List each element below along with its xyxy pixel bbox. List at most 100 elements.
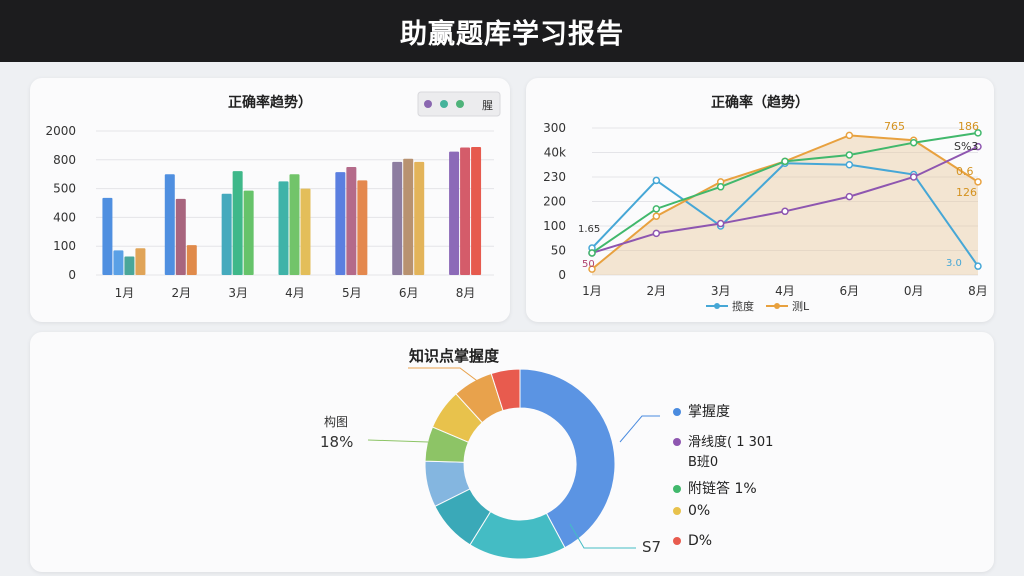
bar xyxy=(164,174,175,275)
pie-chart-card: 知识点掌握度 构图 18% S7 掌握度 滑线度( 1 301 B班0 附链答 1% 0… xyxy=(30,332,994,572)
annotation-label: 186 xyxy=(958,120,979,133)
pie-bottom-label: S7 xyxy=(642,538,661,556)
x-tick-label: 6月 xyxy=(840,284,860,298)
legend-dot xyxy=(673,408,681,416)
bar xyxy=(186,245,197,275)
y-tick-label: 800 xyxy=(53,153,76,167)
series-point xyxy=(974,142,982,151)
series-point xyxy=(716,219,725,228)
y-tick-label: 100 xyxy=(543,219,566,233)
legend-dot xyxy=(424,100,432,108)
series-point xyxy=(781,207,789,216)
annotation-label: S%3 xyxy=(954,140,978,153)
bar xyxy=(124,256,135,275)
bar xyxy=(221,193,232,275)
series-point xyxy=(716,183,725,191)
line-chart-title: 正确率（趋势） xyxy=(711,94,809,111)
x-tick-label: 0月 xyxy=(904,284,924,298)
y-tick-label: 200 xyxy=(543,195,566,209)
series-point xyxy=(909,138,918,147)
bar xyxy=(102,197,113,275)
bar xyxy=(471,147,482,275)
legend-dot xyxy=(673,438,681,446)
y-tick-label: 100 xyxy=(53,239,76,253)
bar xyxy=(278,181,289,275)
y-tick-label: 0 xyxy=(558,268,566,282)
bar-legend-label: 腥 xyxy=(482,99,493,112)
leader-line xyxy=(408,367,493,393)
bar xyxy=(449,151,460,275)
leader-line xyxy=(569,523,636,549)
series-point xyxy=(974,178,982,186)
bar xyxy=(335,172,346,275)
series-point xyxy=(652,229,661,238)
series-point xyxy=(845,131,854,140)
y-tick-label: 0 xyxy=(68,268,76,282)
x-tick-label: 1月 xyxy=(582,284,602,298)
y-tick-label: 40k xyxy=(544,146,566,160)
bar-chart-card: 正确率趋势） 腥 2000 800 500 400 100 0 1月 2月 3月 4月 5月 6月 8… xyxy=(30,78,510,322)
series-point xyxy=(652,205,661,213)
bar xyxy=(300,188,311,275)
pie-left-percent: 18% xyxy=(320,433,353,451)
legend-dot xyxy=(673,537,681,545)
bar xyxy=(113,250,124,275)
annotation-label: 126 xyxy=(956,186,977,199)
bar xyxy=(460,147,471,275)
annotation-label: 1.65 xyxy=(578,224,600,235)
pie-left-label: 构图 xyxy=(324,414,348,429)
legend-dot xyxy=(440,100,448,108)
x-tick-label: 1月 xyxy=(115,286,135,300)
x-tick-label: 4月 xyxy=(285,286,305,300)
line-chart: 正确率（趋势） 300 40k 230 200 100 50 0 1月 2月 3月 4月 6月 0月 8… xyxy=(543,94,988,313)
bar-legend xyxy=(424,100,464,108)
annotation-label: 50 xyxy=(582,259,595,270)
donut-slice xyxy=(519,368,616,549)
legend-dot xyxy=(673,485,681,493)
y-tick-label: 230 xyxy=(543,170,566,184)
bar xyxy=(346,167,357,275)
annotation-label: 0.6 xyxy=(956,165,974,178)
bar xyxy=(403,158,414,275)
x-tick-label: 4月 xyxy=(775,284,795,298)
series-point xyxy=(974,262,982,270)
bar xyxy=(289,174,300,275)
legend-label: D% xyxy=(688,533,712,549)
series-point xyxy=(845,192,854,201)
series-point xyxy=(652,212,661,220)
series-point xyxy=(974,129,982,137)
line-legend: 揽度 测L xyxy=(706,299,810,313)
leader-line xyxy=(367,439,429,443)
bar-chart-title: 正确率趋势） xyxy=(228,94,312,111)
bar xyxy=(175,198,186,275)
x-tick-label: 3月 xyxy=(711,284,731,298)
y-tick-label: 2000 xyxy=(45,124,76,138)
annotation-label: 765 xyxy=(884,120,905,133)
series-point xyxy=(781,157,789,166)
series-area xyxy=(592,135,978,275)
bar xyxy=(232,171,243,275)
legend-label: 掌握度 xyxy=(688,404,730,420)
pie-chart-title: 知识点掌握度 xyxy=(409,347,500,365)
y-tick-label: 300 xyxy=(543,121,566,135)
x-tick-label: 8月 xyxy=(456,286,476,300)
donut-slice xyxy=(490,368,521,412)
bar xyxy=(243,190,254,275)
x-tick-label: 2月 xyxy=(647,284,667,298)
legend-label: 附链答 1% xyxy=(688,480,757,497)
legend-label: 滑线度( 1 301 xyxy=(688,434,773,450)
legend-dot xyxy=(456,100,464,108)
x-tick-label: 5月 xyxy=(342,286,362,300)
x-tick-label: 6月 xyxy=(399,286,419,300)
series-point xyxy=(909,173,918,181)
y-tick-label: 400 xyxy=(53,210,76,224)
bar-chart: 正确率趋势） 腥 2000 800 500 400 100 0 1月 2月 3月 4月 5月 6月 8… xyxy=(45,91,501,300)
bar xyxy=(135,248,146,275)
legend-label: B班0 xyxy=(688,455,718,470)
x-tick-label: 3月 xyxy=(228,286,248,300)
annotation-label: 3.0 xyxy=(946,258,962,269)
y-tick-label: 500 xyxy=(53,182,76,196)
series-point xyxy=(845,151,854,159)
